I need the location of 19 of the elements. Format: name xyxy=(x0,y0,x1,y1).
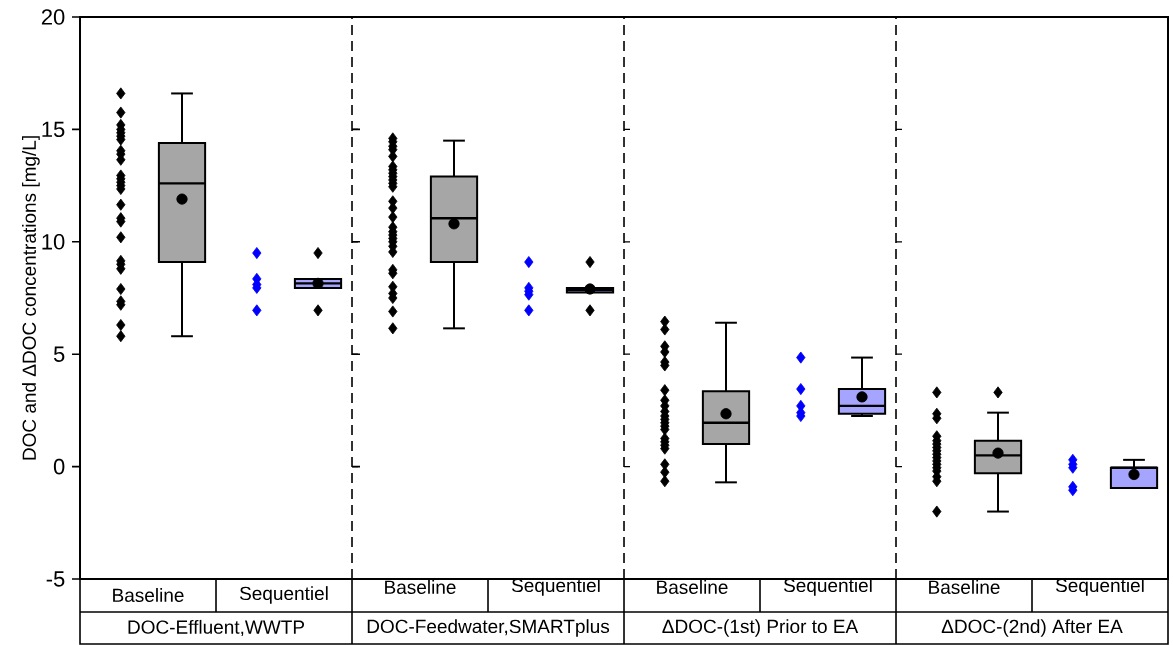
x-axis-title: ΔDOC-(2nd) After EA xyxy=(941,619,1123,637)
x-tick-label: Sequentiel xyxy=(239,586,328,604)
x-tick-label: Sequentiel xyxy=(783,578,872,596)
x-axis-title: DOC-Effluent,WWTP xyxy=(128,619,305,637)
y-tick-label: 15 xyxy=(42,121,65,138)
x-tick-label: Baseline xyxy=(929,580,1000,594)
y-tick-label: 5 xyxy=(53,346,65,362)
y-tick-label: 0 xyxy=(53,458,65,475)
y-tick-label: 10 xyxy=(42,234,65,250)
x-tick-label: Baseline xyxy=(657,580,728,594)
x-tick-label: Sequentiel xyxy=(1055,578,1144,596)
x-axis-title: DOC-Feedwater,SMARTplus xyxy=(367,619,610,637)
x-tick-label: Baseline xyxy=(113,588,184,602)
y-tick-label: 20 xyxy=(41,9,65,25)
x-tick-label: Baseline xyxy=(385,580,456,594)
x-axis-title: ΔDOC-(1st) Prior to EA xyxy=(662,619,859,637)
y-tick-label: -5 xyxy=(46,571,65,587)
x-tick-label: Sequentiel xyxy=(511,578,600,596)
y-axis-title: DOC and ΔDOC concentrations [mg/L] xyxy=(22,136,40,460)
